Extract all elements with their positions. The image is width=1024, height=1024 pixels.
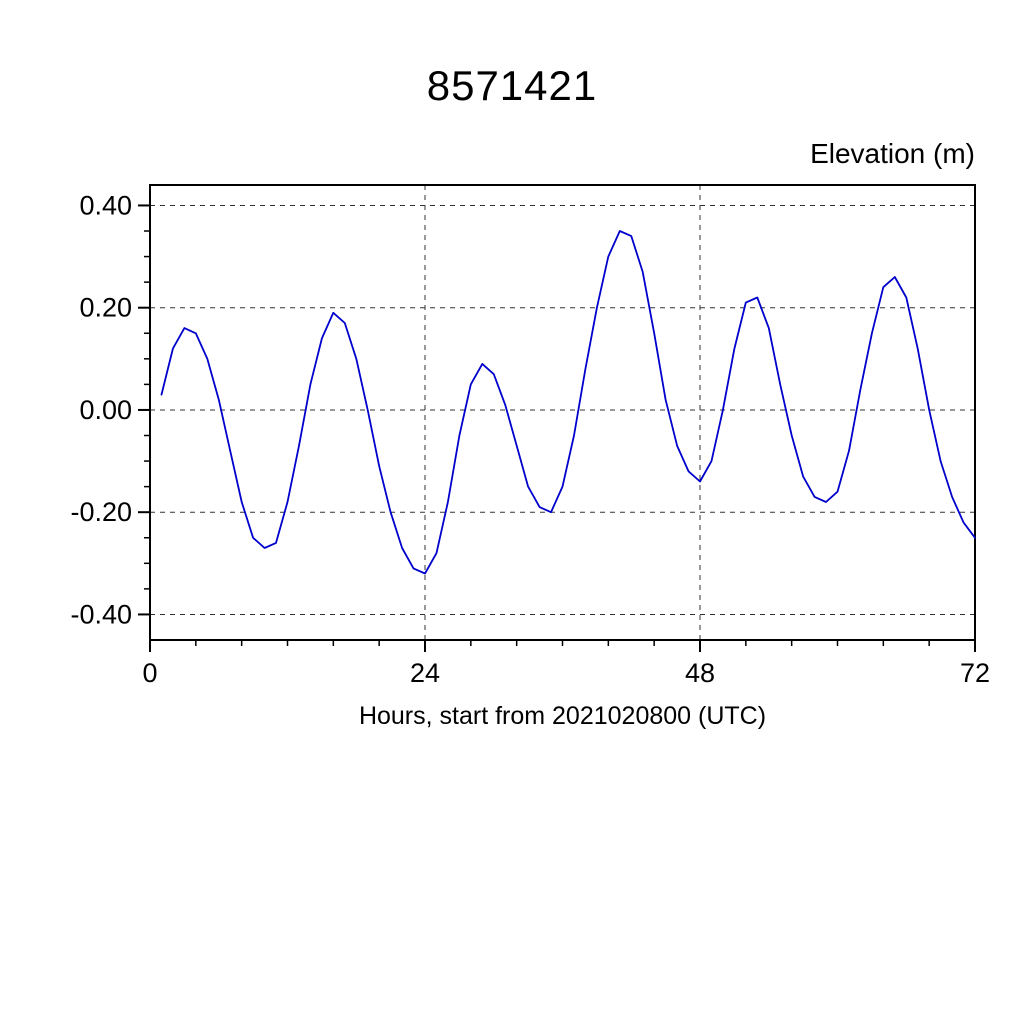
y-tick-label: 0.20 bbox=[79, 293, 132, 323]
y-tick-label: -0.20 bbox=[70, 497, 132, 527]
plot-frame bbox=[149, 184, 976, 641]
x-tick-label: 72 bbox=[960, 658, 990, 688]
x-tick-label: 48 bbox=[685, 658, 715, 688]
y-tick-label: 0.40 bbox=[79, 190, 132, 220]
tide-elevation-line bbox=[160, 230, 976, 575]
chart-title: 8571421 bbox=[426, 62, 598, 109]
x-tick-label: 0 bbox=[142, 658, 157, 688]
y-tick-label: -0.40 bbox=[70, 599, 132, 629]
x-axis-label: Hours, start from 2021020800 (UTC) bbox=[358, 702, 767, 730]
y-axis-title: Elevation (m) bbox=[810, 138, 975, 169]
x-tick-label: 24 bbox=[410, 658, 440, 688]
y-tick-label: 0.00 bbox=[79, 395, 132, 425]
